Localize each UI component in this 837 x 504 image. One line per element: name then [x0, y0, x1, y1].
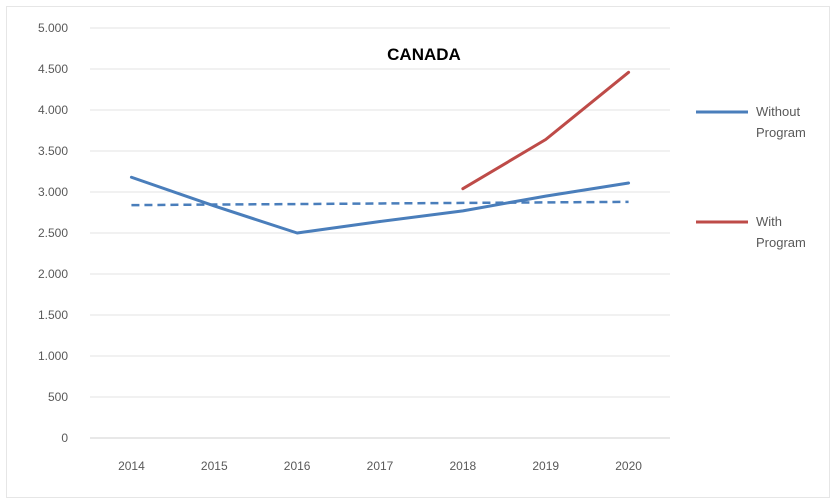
x-tick-label: 2019 [532, 459, 559, 473]
chart-title: CANADA [387, 45, 461, 64]
y-tick-label: 0 [61, 431, 68, 445]
gridlines [90, 27, 670, 439]
y-tick-label: 4.000 [38, 103, 68, 117]
x-tick-label: 2016 [284, 459, 311, 473]
series-lines [129, 70, 631, 235]
legend: Without Program With Program [696, 104, 806, 250]
x-tick-label: 2015 [201, 459, 228, 473]
legend-label-without-program: Without Program [756, 104, 806, 140]
y-tick-label: 3.500 [38, 144, 68, 158]
y-tick-label: 1.000 [38, 349, 68, 363]
y-tick-label: 2.000 [38, 267, 68, 281]
series-line-without-program [129, 175, 631, 235]
y-tick-label: 500 [48, 390, 68, 404]
series-line-with-program [461, 70, 631, 191]
legend-label-with-program: With Program [756, 214, 806, 250]
chart-frame [6, 6, 830, 498]
y-tick-label: 4.500 [38, 62, 68, 76]
x-tick-label: 2017 [367, 459, 394, 473]
x-tick-label: 2018 [450, 459, 477, 473]
x-tick-label: 2020 [615, 459, 642, 473]
x-tick-label: 2014 [118, 459, 145, 473]
y-tick-label: 2.500 [38, 226, 68, 240]
y-tick-label: 5.000 [38, 21, 68, 35]
y-tick-label: 3.000 [38, 185, 68, 199]
y-tick-label: 1.500 [38, 308, 68, 322]
x-axis-ticks: 2014 2015 2016 2017 2018 2019 2020 [118, 459, 642, 473]
y-axis-ticks: 0 500 1.000 1.500 2.000 2.500 3.000 3.500 4.000 4… [38, 21, 68, 445]
